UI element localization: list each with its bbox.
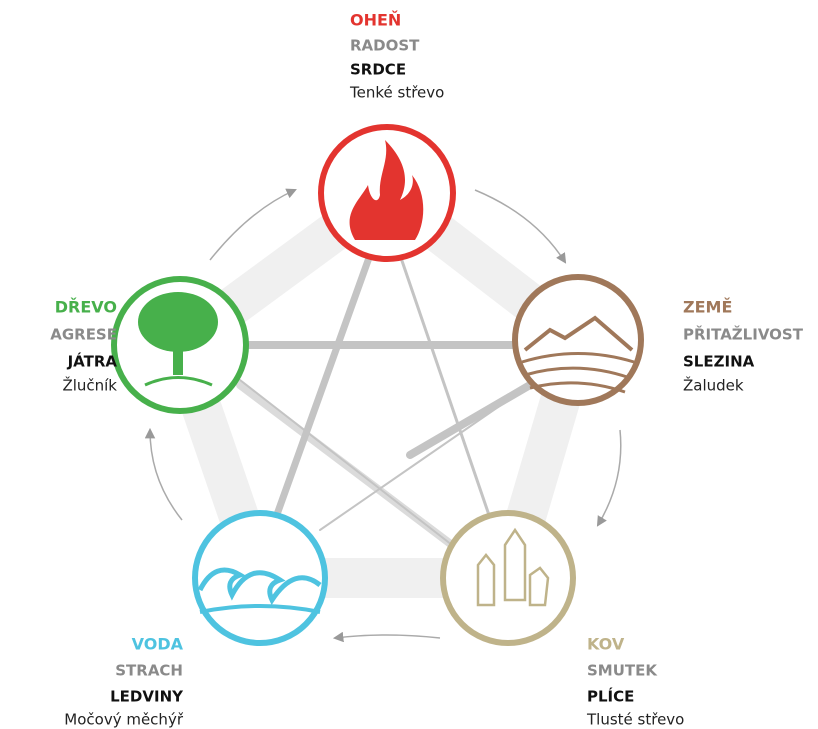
element-name: VODA bbox=[132, 635, 184, 654]
five-elements-diagram: OHEŇ RADOST SRDCE Tenké střevo ZEMĚ PŘIT… bbox=[0, 0, 818, 729]
organ: PLÍCE bbox=[587, 687, 634, 706]
emotion: AGRESE bbox=[50, 326, 117, 344]
metal-icon bbox=[443, 513, 573, 643]
emotion: SMUTEK bbox=[587, 662, 658, 680]
fire-labels: OHEŇ RADOST SRDCE Tenké střevo bbox=[349, 11, 444, 102]
wood-icon bbox=[114, 279, 246, 411]
emotion: PŘITAŽLIVOST bbox=[683, 325, 804, 344]
element-name: OHEŇ bbox=[350, 11, 401, 30]
element-name: KOV bbox=[587, 635, 625, 654]
element-name: DŘEVO bbox=[55, 298, 117, 317]
fire-icon bbox=[321, 127, 453, 259]
emotion: RADOST bbox=[350, 37, 420, 55]
water-labels: VODA STRACH LEDVINY Močový měchýř bbox=[64, 635, 184, 729]
emotion: STRACH bbox=[115, 662, 183, 680]
earth-icon bbox=[515, 277, 641, 403]
secondary-organ: Žlučník bbox=[62, 376, 117, 395]
earth-labels: ZEMĚ PŘITAŽLIVOST SLEZINA Žaludek bbox=[683, 298, 804, 395]
secondary-organ: Močový měchýř bbox=[64, 711, 184, 729]
water-icon bbox=[195, 513, 325, 643]
metal-labels: KOV SMUTEK PLÍCE Tlusté střevo bbox=[586, 635, 684, 729]
organ: JÁTRA bbox=[67, 352, 118, 371]
organ: LEDVINY bbox=[110, 688, 184, 706]
secondary-organ: Tenké střevo bbox=[349, 84, 444, 102]
wood-labels: DŘEVO AGRESE JÁTRA Žlučník bbox=[50, 298, 117, 395]
organ: SRDCE bbox=[350, 61, 406, 79]
secondary-organ: Tlusté střevo bbox=[586, 711, 684, 729]
secondary-organ: Žaludek bbox=[683, 376, 744, 395]
star-lines bbox=[240, 255, 530, 545]
element-name: ZEMĚ bbox=[683, 298, 732, 317]
organ: SLEZINA bbox=[683, 353, 755, 371]
